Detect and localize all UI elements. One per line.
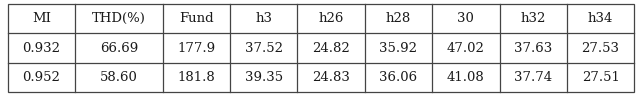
Bar: [8, 4, 75, 33]
Bar: [432, 33, 499, 63]
Text: h34: h34: [588, 12, 613, 25]
Text: 24.82: 24.82: [312, 41, 350, 55]
Bar: [365, 33, 432, 63]
Bar: [499, 33, 567, 63]
Text: 0.952: 0.952: [22, 71, 60, 84]
Text: THD(%): THD(%): [92, 12, 146, 25]
Bar: [162, 63, 230, 92]
Text: 37.52: 37.52: [245, 41, 282, 55]
Bar: [75, 63, 162, 92]
Bar: [8, 63, 75, 92]
Text: 58.60: 58.60: [100, 71, 138, 84]
Bar: [567, 63, 634, 92]
Text: 35.92: 35.92: [379, 41, 417, 55]
Text: 27.51: 27.51: [582, 71, 620, 84]
Bar: [365, 63, 432, 92]
Bar: [297, 63, 365, 92]
Bar: [567, 33, 634, 63]
Text: 0.932: 0.932: [22, 41, 60, 55]
Text: 37.74: 37.74: [514, 71, 552, 84]
Bar: [432, 63, 499, 92]
Bar: [567, 4, 634, 33]
Bar: [297, 4, 365, 33]
Text: 66.69: 66.69: [100, 41, 138, 55]
Bar: [162, 4, 230, 33]
Bar: [230, 4, 297, 33]
Text: 39.35: 39.35: [245, 71, 282, 84]
Text: Fund: Fund: [179, 12, 214, 25]
Bar: [230, 63, 297, 92]
Text: 37.63: 37.63: [514, 41, 552, 55]
Text: 27.53: 27.53: [582, 41, 620, 55]
Bar: [432, 4, 499, 33]
Bar: [8, 33, 75, 63]
Bar: [230, 33, 297, 63]
Text: h3: h3: [256, 12, 272, 25]
Bar: [75, 33, 162, 63]
Text: MI: MI: [32, 12, 51, 25]
Bar: [499, 4, 567, 33]
Text: 41.08: 41.08: [447, 71, 485, 84]
Bar: [297, 33, 365, 63]
Text: 24.83: 24.83: [312, 71, 350, 84]
Bar: [162, 33, 230, 63]
Text: 181.8: 181.8: [177, 71, 215, 84]
Text: 47.02: 47.02: [447, 41, 485, 55]
Bar: [499, 63, 567, 92]
Text: h26: h26: [318, 12, 344, 25]
Text: h28: h28: [386, 12, 411, 25]
Bar: [75, 4, 162, 33]
Bar: [365, 4, 432, 33]
Text: 30: 30: [457, 12, 474, 25]
Text: h32: h32: [521, 12, 546, 25]
Text: 36.06: 36.06: [379, 71, 417, 84]
Text: 177.9: 177.9: [177, 41, 216, 55]
